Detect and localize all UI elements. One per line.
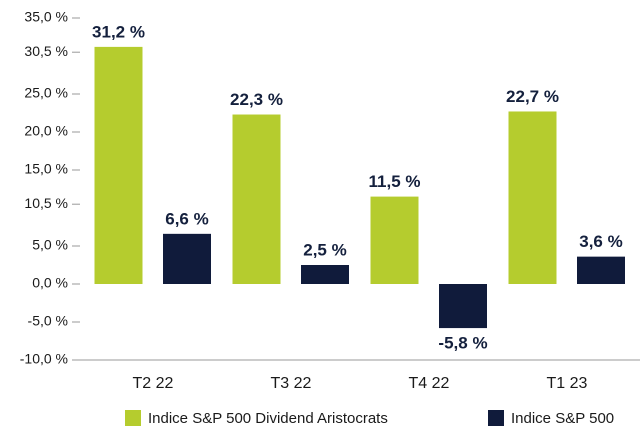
x-tick-label: T2 22: [133, 375, 174, 392]
legend-label: Indice S&P 500: [511, 410, 614, 427]
x-tick-label: T4 22: [409, 375, 450, 392]
y-tick-label: 10,5 %: [24, 195, 68, 211]
legend-swatch: [125, 410, 141, 426]
value-label: 31,2 %: [92, 22, 145, 41]
y-tick-label: -5,0 %: [28, 313, 68, 329]
y-tick-label: -10,0 %: [20, 351, 68, 367]
bar: [370, 196, 419, 284]
x-tick-label: T1 23: [547, 375, 588, 392]
legend-swatch: [488, 410, 504, 426]
y-tick-label: 35,0 %: [24, 9, 68, 25]
bar: [508, 111, 557, 284]
value-label: 2,5 %: [303, 240, 346, 259]
bar: [577, 256, 625, 284]
x-tick-label: T3 22: [271, 375, 312, 392]
y-tick-label: 15,0 %: [24, 161, 68, 177]
y-tick-label: 5,0 %: [32, 237, 68, 253]
bar: [439, 284, 487, 329]
value-label: 22,7 %: [506, 87, 559, 106]
bar: [232, 114, 281, 285]
bar: [301, 265, 349, 284]
y-tick-label: 0,0 %: [32, 275, 68, 291]
value-label: -5,8 %: [438, 334, 487, 353]
value-label: 3,6 %: [579, 232, 622, 251]
bar: [94, 46, 143, 284]
bar: [163, 233, 211, 284]
value-label: 22,3 %: [230, 90, 283, 109]
y-tick-label: 25,0 %: [24, 85, 68, 101]
legend-label: Indice S&P 500 Dividend Aristocrats: [148, 410, 388, 427]
y-tick-label: 20,0 %: [24, 123, 68, 139]
value-label: 11,5 %: [369, 172, 421, 191]
y-tick-label: 30,5 %: [24, 43, 68, 59]
value-label: 6,6 %: [165, 209, 208, 228]
